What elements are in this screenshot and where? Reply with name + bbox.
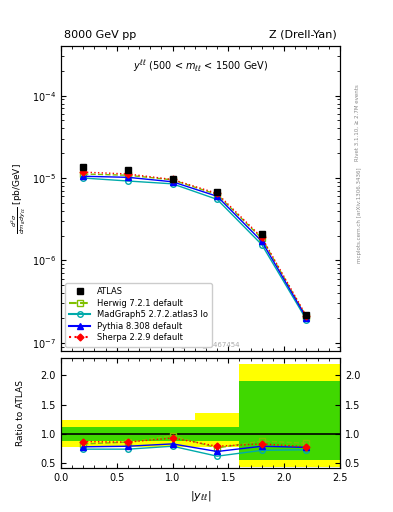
Text: mcplots.cern.ch [arXiv:1306.3436]: mcplots.cern.ch [arXiv:1306.3436] xyxy=(357,167,362,263)
Y-axis label: $\frac{d^2\sigma}{dm_{\ell\ell}dy_{\ell\ell}}$ [pb/GeV]: $\frac{d^2\sigma}{dm_{\ell\ell}dy_{\ell\… xyxy=(9,163,28,234)
Text: Rivet 3.1.10, ≥ 2.7M events: Rivet 3.1.10, ≥ 2.7M events xyxy=(355,84,360,161)
Y-axis label: Ratio to ATLAS: Ratio to ATLAS xyxy=(16,380,25,446)
Text: $y^{\ell\ell}$ (500 < $m_{\ell\ell}$ < 1500 GeV): $y^{\ell\ell}$ (500 < $m_{\ell\ell}$ < 1… xyxy=(133,58,268,74)
Text: 8000 GeV pp: 8000 GeV pp xyxy=(64,30,136,40)
Text: ATLAS_2016_I1467454: ATLAS_2016_I1467454 xyxy=(161,341,240,348)
Text: Z (Drell-Yan): Z (Drell-Yan) xyxy=(270,30,337,40)
X-axis label: $|y_{\ell\ell}|$: $|y_{\ell\ell}|$ xyxy=(190,489,211,503)
Legend: ATLAS, Herwig 7.2.1 default, MadGraph5 2.7.2.atlas3 lo, Pythia 8.308 default, Sh: ATLAS, Herwig 7.2.1 default, MadGraph5 2… xyxy=(65,283,212,347)
